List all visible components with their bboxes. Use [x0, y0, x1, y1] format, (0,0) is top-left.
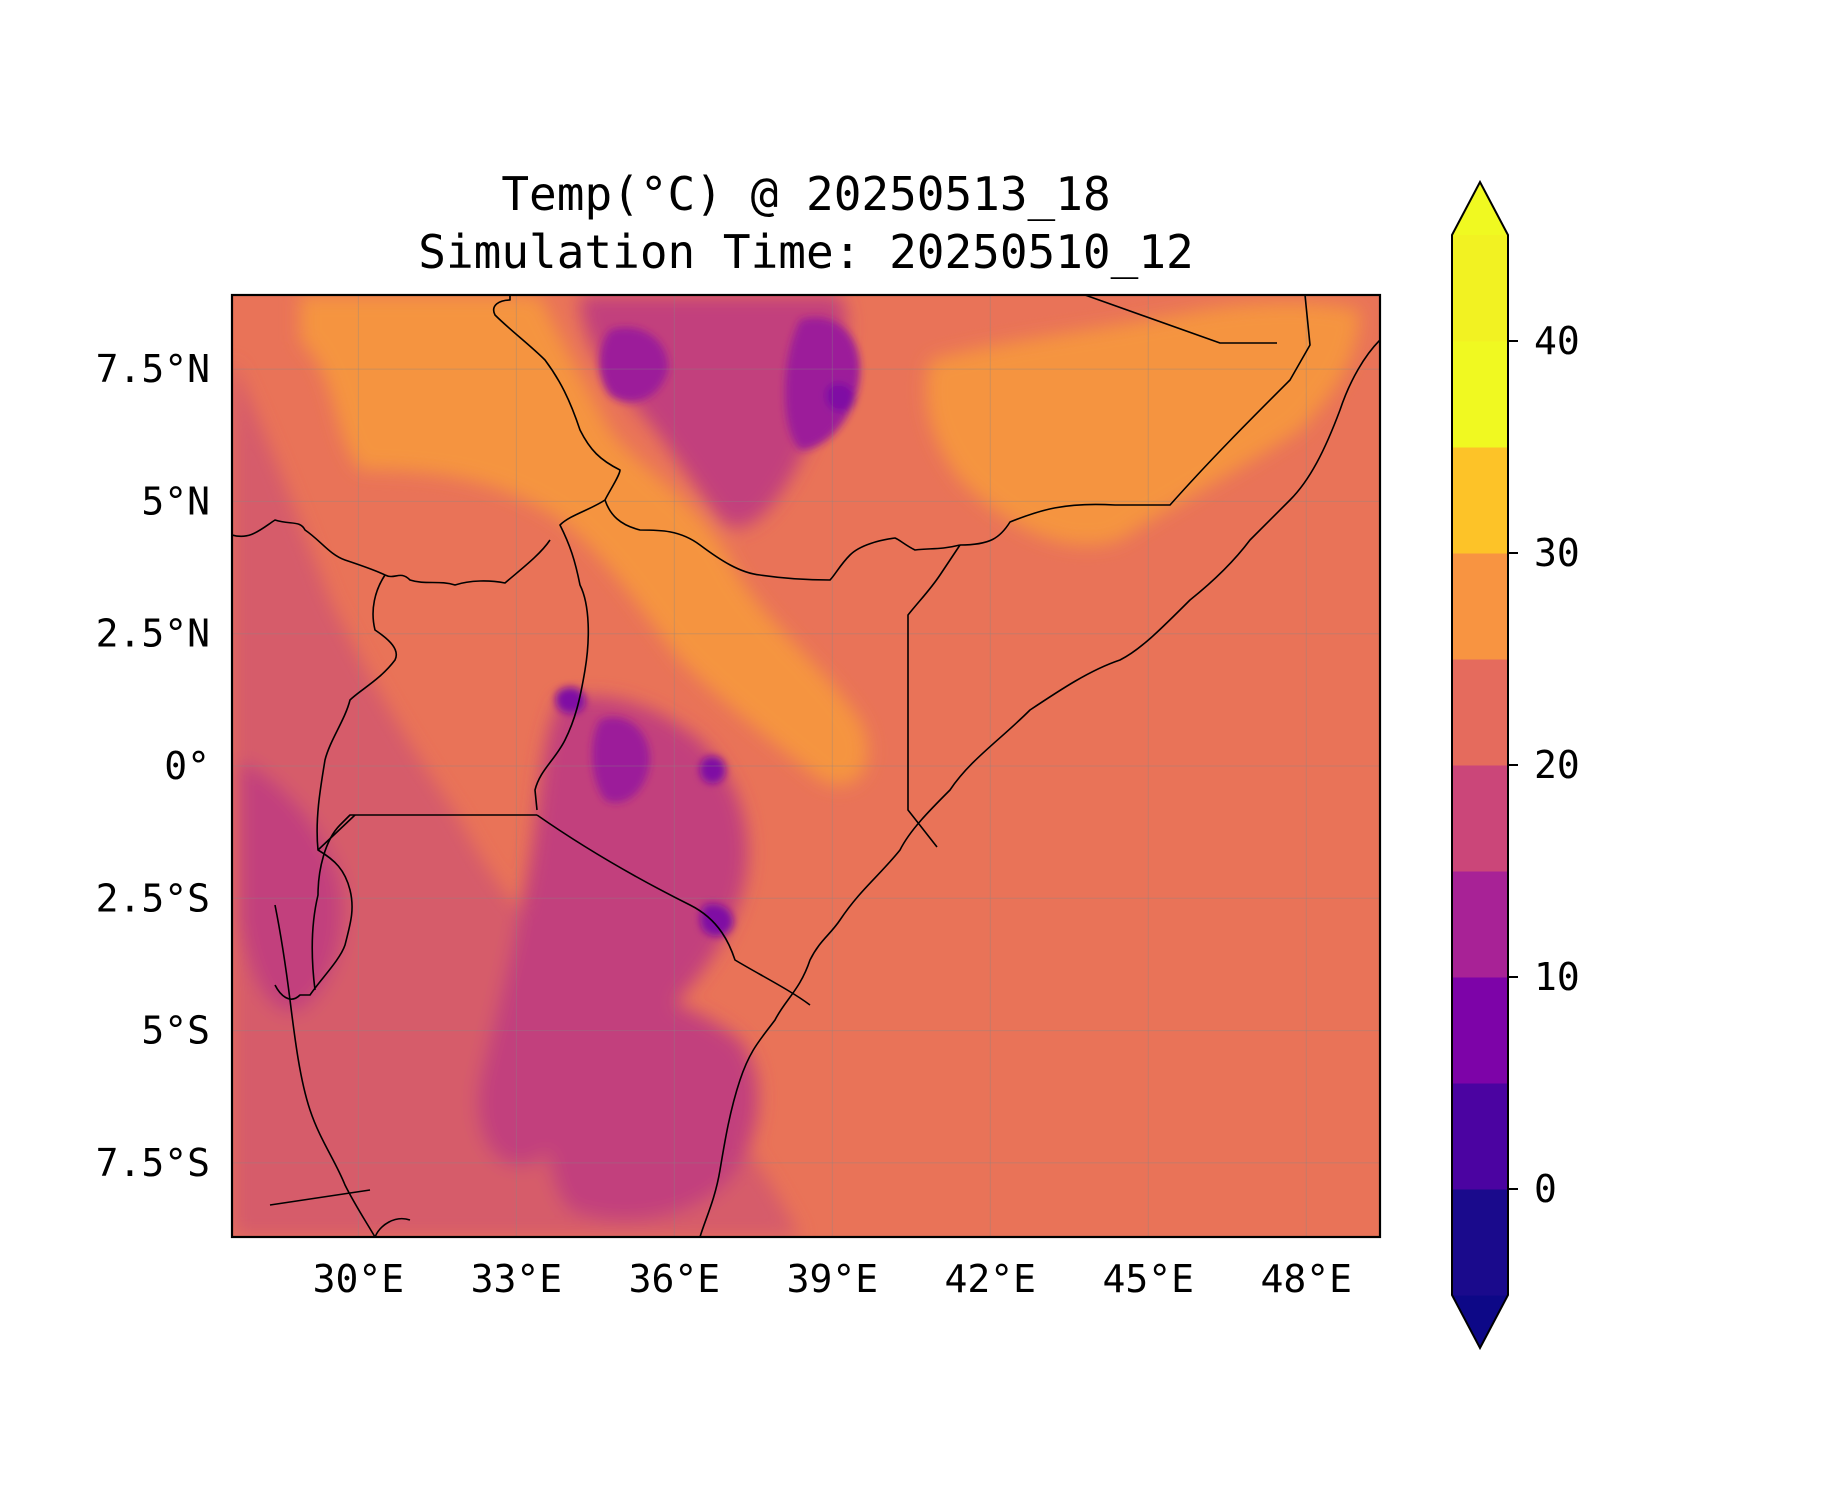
colorbar-segment	[1452, 235, 1508, 342]
lon-tick-label: 39°E	[787, 1257, 879, 1301]
border-south-sudan-ethiopia	[492, 295, 621, 501]
cold-spot-kenya	[592, 717, 650, 803]
lon-tick-label: 33°E	[471, 1257, 563, 1301]
colorbar-segment	[1452, 977, 1508, 1084]
border-drc-uganda	[316, 574, 397, 851]
longitude-tick-labels: 30°E 33°E 36°E 39°E 42°E 45°E 48°E	[313, 1257, 1352, 1301]
colorbar-segment	[1452, 1189, 1508, 1296]
lat-tick-label: 2.5°S	[96, 876, 210, 920]
border-djibouti	[1084, 295, 1277, 344]
colorbar-segment	[1452, 447, 1508, 554]
border-ethiopia-somalia	[959, 295, 1311, 546]
colorbar: 0 10 20 30 40	[1451, 179, 1580, 1351]
lat-tick-label: 7.5°N	[96, 347, 210, 391]
cold-spot-mt-kenya	[699, 756, 726, 784]
colorbar-tick-label: 30	[1534, 531, 1580, 575]
lon-tick-label: 48°E	[1261, 1257, 1353, 1301]
lat-tick-label: 7.5°S	[96, 1141, 210, 1185]
colorbar-tick-label: 10	[1534, 955, 1580, 999]
cold-spot-kilimanjaro	[700, 903, 734, 937]
cool-zone-rift	[478, 696, 748, 1166]
lon-tick-label: 45°E	[1103, 1257, 1195, 1301]
colorbar-segment	[1452, 871, 1508, 978]
coastline	[699, 339, 1380, 1237]
map-frame	[230, 293, 1382, 1239]
border-uganda-kenya	[534, 499, 606, 811]
border-tanzania-north	[311, 814, 537, 991]
lon-tick-label: 30°E	[313, 1257, 405, 1301]
cool-zone-tanzania	[546, 992, 759, 1220]
latitude-tick-labels: 7.5°N 5°N 2.5°N 0° 2.5°S 5°S 7.5°S	[96, 347, 210, 1185]
colorbar-segment	[1452, 765, 1508, 872]
lon-tick-label: 36°E	[629, 1257, 721, 1301]
cool-zone-rwanda	[240, 760, 343, 1012]
hot-zone-sudan	[300, 295, 868, 786]
colorbar-extend-low	[1452, 1295, 1508, 1348]
border-rwanda-burundi	[274, 849, 353, 1000]
border-kenya-somalia	[907, 544, 961, 848]
border-zambia	[269, 1189, 371, 1206]
colorbar-segment	[1452, 1083, 1508, 1190]
lat-tick-label: 0°	[164, 744, 210, 788]
title-line-2: Simulation Time: 20250510_12	[418, 225, 1193, 279]
colorbar-segment	[1452, 341, 1508, 448]
colorbar-extend-high	[1452, 182, 1508, 235]
hot-zone-somalia	[926, 302, 1360, 546]
cool-zone-west	[232, 360, 800, 1237]
cold-spot-ethiopia-2	[599, 327, 669, 402]
colorbar-tick-label: 0	[1534, 1167, 1557, 1211]
cold-spot-simien	[825, 382, 855, 412]
cold-spot-ethiopia	[785, 317, 860, 450]
colorbar-tick-label: 20	[1534, 743, 1580, 787]
colorbar-tick-label: 40	[1534, 319, 1580, 363]
lon-tick-label: 42°E	[945, 1257, 1037, 1301]
gridlines	[232, 295, 1380, 1237]
lat-tick-label: 2.5°N	[96, 612, 210, 656]
lat-tick-label: 5°N	[141, 479, 210, 523]
title-line-1: Temp(°C) @ 20250513_18	[501, 167, 1110, 221]
border-kenya-ethiopia	[604, 499, 961, 581]
lat-tick-label: 5°S	[141, 1009, 210, 1053]
coastline-and-borders	[232, 295, 1380, 1237]
temperature-map	[232, 295, 1380, 1237]
border-malawi	[374, 1218, 411, 1237]
temperature-field	[232, 295, 1360, 1237]
border-kenya-tanzania	[536, 814, 811, 1006]
colorbar-segment	[1452, 553, 1508, 660]
colorbar-segment	[1452, 659, 1508, 766]
colorbar-outline	[1451, 179, 1509, 1351]
